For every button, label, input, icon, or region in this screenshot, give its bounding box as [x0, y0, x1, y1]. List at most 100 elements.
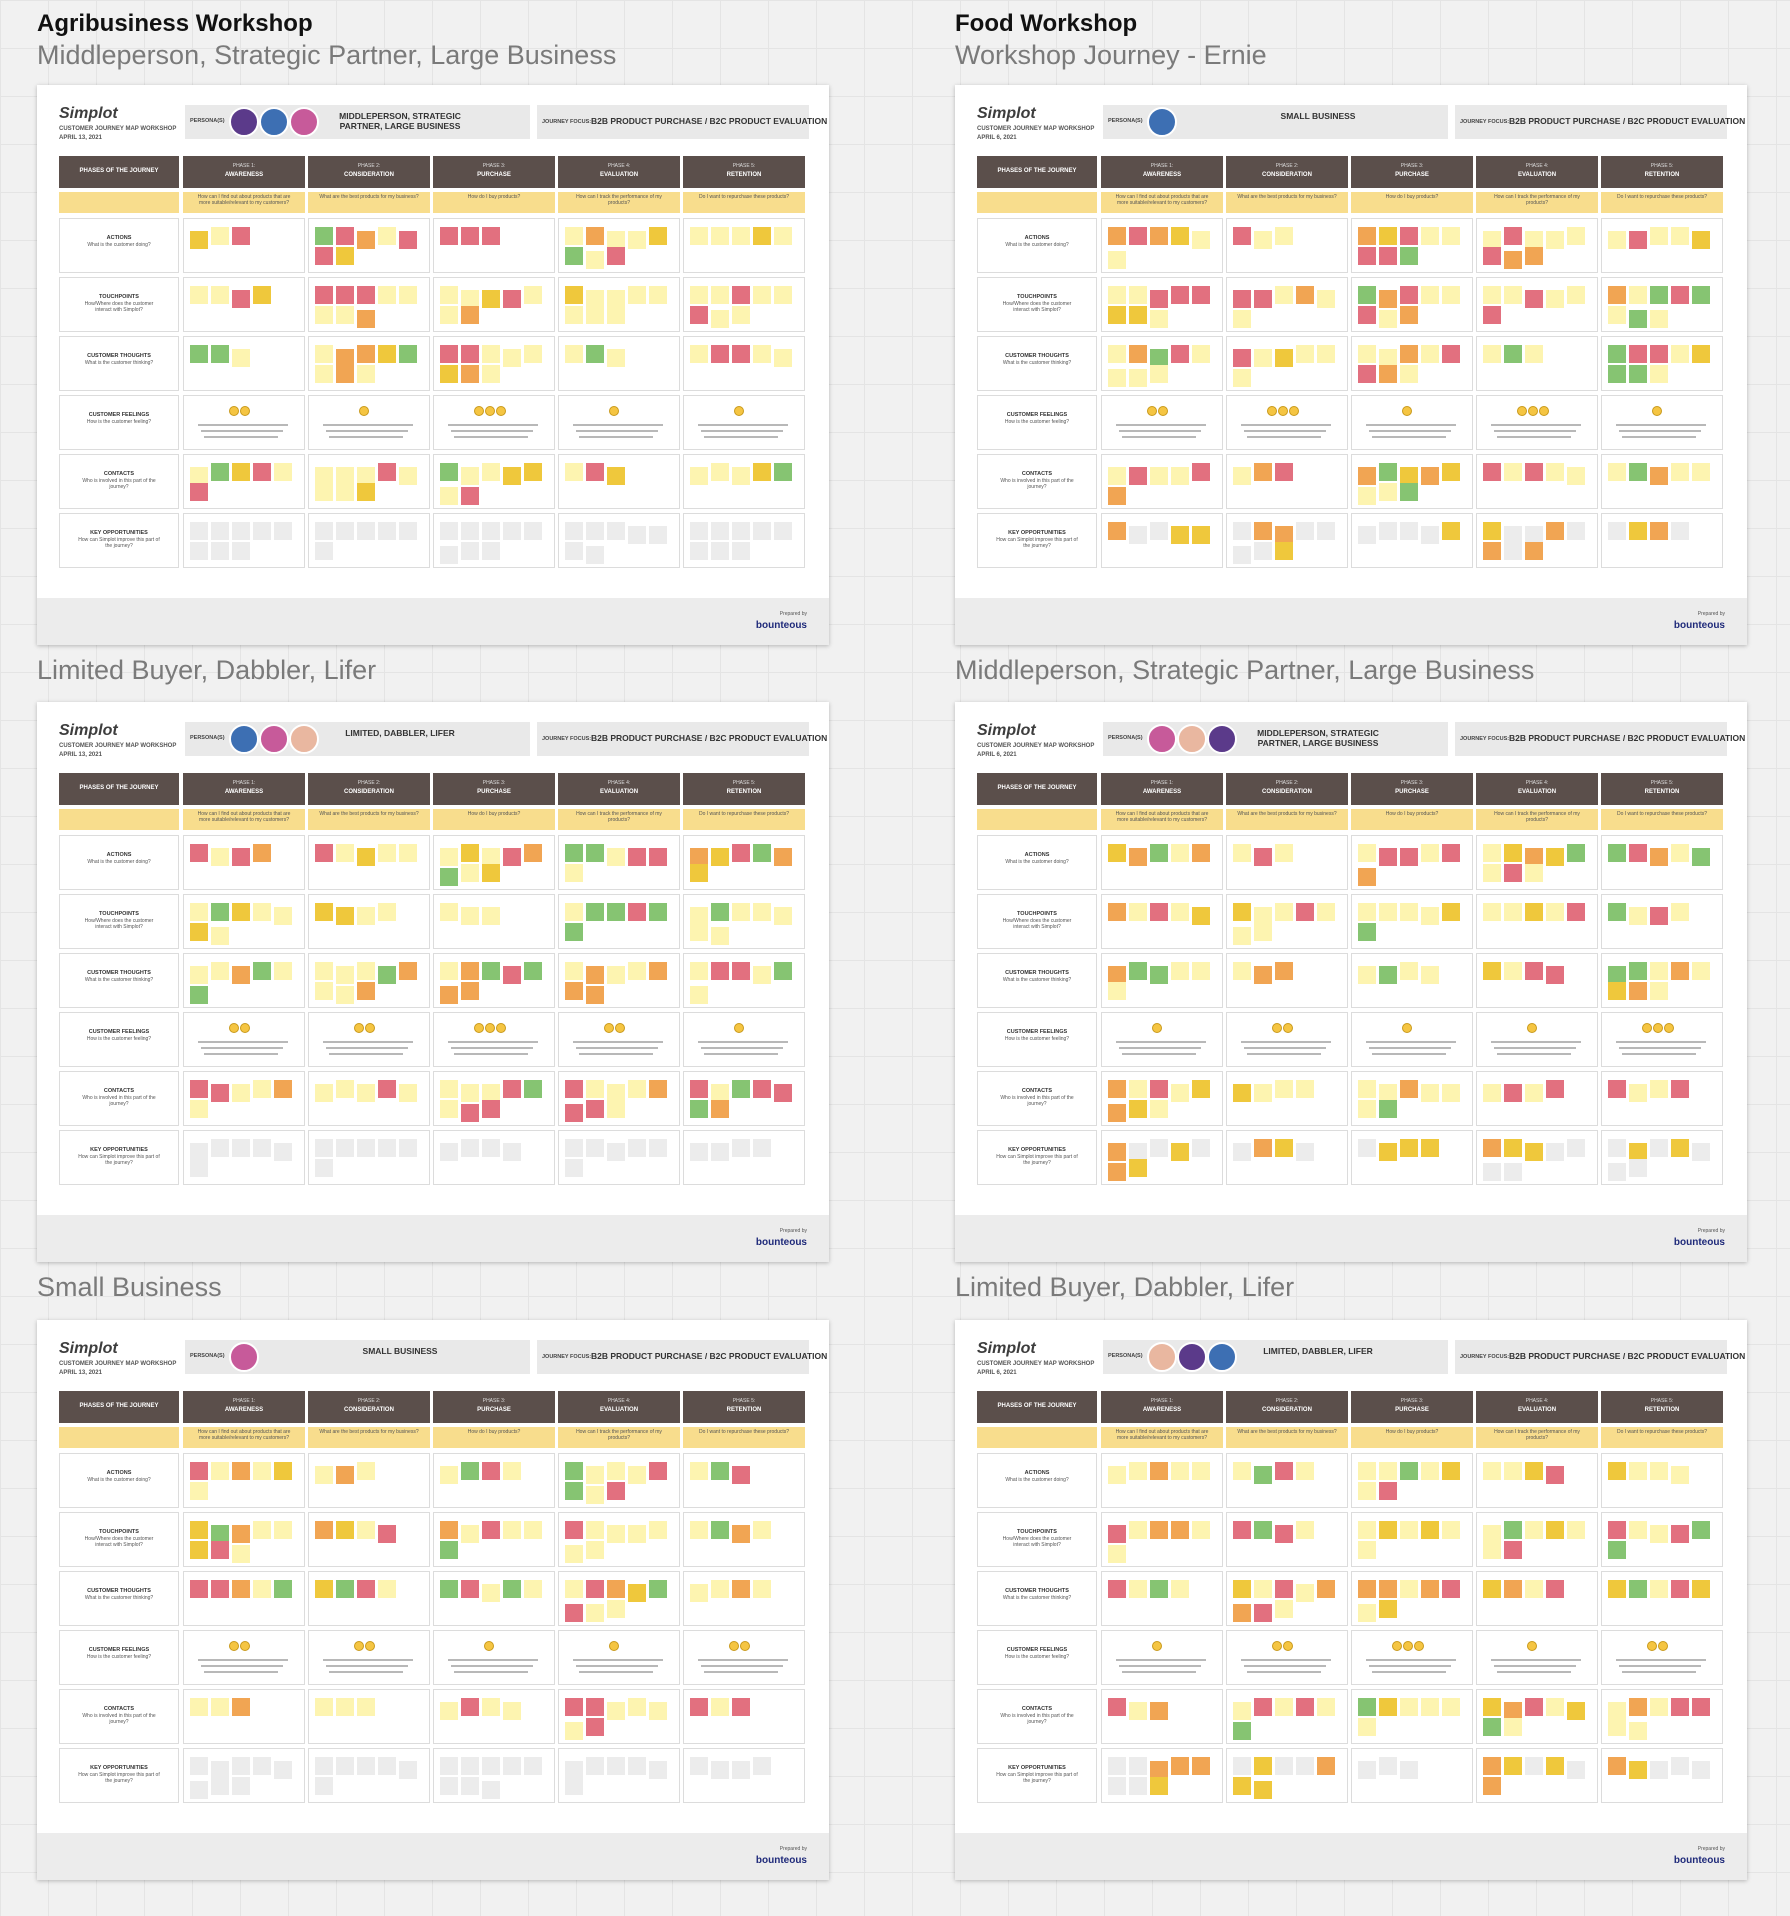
sticky-note [753, 522, 771, 540]
row-title: KEY OPPORTUNITIES [1008, 1765, 1066, 1771]
sticky-note [1692, 463, 1710, 481]
sticky-note [1421, 966, 1439, 984]
sticky-note [1504, 1462, 1522, 1480]
sticky-note [1358, 1718, 1376, 1736]
grid-cell [683, 1130, 805, 1185]
grid-cell [1226, 835, 1348, 890]
grid-cell [1476, 1453, 1598, 1508]
sticky-note [1379, 247, 1397, 265]
sticky-note [1317, 345, 1335, 363]
sticky-note [1400, 286, 1418, 304]
sticky-note [482, 1100, 500, 1118]
sticky-note [1233, 369, 1251, 387]
sticky-note [732, 962, 750, 980]
sticky-note [1692, 1698, 1710, 1716]
sticky-note [1671, 345, 1689, 363]
grid-cell: ACTIONS What is the customer doing? [59, 218, 179, 273]
sticky-note [461, 487, 479, 505]
phase-question-text: How can I track the performance of my pr… [576, 194, 662, 206]
row-question: How can Simplot improve this part of the… [78, 1772, 160, 1784]
sticky-note [1171, 345, 1189, 363]
feeling-note [1122, 1671, 1196, 1673]
sticky-note [440, 1777, 458, 1795]
sticky-note [357, 522, 375, 540]
sticky-note [1108, 487, 1126, 505]
sticky-note [1233, 1084, 1251, 1102]
emoji [1527, 1641, 1537, 1651]
sticky-note [1129, 1462, 1147, 1480]
emoji [1653, 1023, 1663, 1033]
grid-cell: KEY OPPORTUNITIES How can Simplot improve… [59, 513, 179, 568]
sticky-note [1608, 1541, 1626, 1559]
phase-question: How do I buy products? [1351, 809, 1473, 830]
sticky-note [586, 1080, 604, 1098]
sticky-note [1129, 1080, 1147, 1098]
sticky-note [1233, 467, 1251, 485]
sticky-note [1400, 306, 1418, 324]
board-subtitle: Small Business [37, 1272, 222, 1302]
sticky-note [232, 1777, 250, 1795]
sticky-note [1296, 1698, 1314, 1716]
row-title: ACTIONS [106, 852, 132, 858]
phase-question: How can I track the performance of my pr… [1476, 1427, 1598, 1448]
phase-name: EVALUATION [1517, 172, 1557, 178]
sticky-note [1650, 1525, 1668, 1543]
grid-cell: CUSTOMER THOUGHTS What is the customer th… [977, 336, 1097, 391]
row-question: How/Where does the customer interact wit… [1002, 918, 1072, 930]
sticky-note [1150, 365, 1168, 383]
row-title: CUSTOMER THOUGHTS [1005, 970, 1069, 976]
sticky-note [1567, 1139, 1585, 1157]
phase-question [977, 1427, 1097, 1448]
sticky-note [1379, 227, 1397, 245]
sticky-note [440, 227, 458, 245]
board-date: APRIL 6, 2021 [977, 135, 1017, 141]
sticky-note [586, 966, 604, 984]
sticky-note [607, 966, 625, 984]
sticky-note [711, 1084, 729, 1102]
phase-question-text: How do I buy products? [1385, 194, 1439, 200]
sticky-note [1379, 848, 1397, 866]
grid-cell [308, 395, 430, 450]
row-question: How is the customer feeling? [86, 419, 152, 425]
feeling-note [701, 1047, 783, 1049]
sticky-note [1421, 1698, 1439, 1716]
sticky-note [1379, 1698, 1397, 1716]
sticky-note [1379, 1482, 1397, 1500]
sticky-note [378, 1525, 396, 1543]
sticky-note [732, 1698, 750, 1716]
workshop-label: CUSTOMER JOURNEY MAP WORKSHOP [59, 1361, 177, 1367]
sticky-note [1108, 1104, 1126, 1122]
grid-cell [1476, 336, 1598, 391]
sticky-note [565, 286, 583, 304]
sticky-note [1671, 463, 1689, 481]
sticky-note [1421, 907, 1439, 925]
phase-number: PHASE 3: [482, 163, 506, 169]
grid-cell: CUSTOMER THOUGHTS What is the customer th… [977, 1571, 1097, 1626]
sticky-note [232, 290, 250, 308]
sticky-note [1483, 306, 1501, 324]
feeling-note [704, 1671, 778, 1673]
feeling-note [1122, 436, 1196, 438]
feeling-note [1366, 424, 1456, 426]
feeling-note [1616, 1041, 1706, 1043]
sticky-note [753, 1080, 771, 1098]
sticky-note [274, 907, 292, 925]
sticky-note [357, 310, 375, 328]
sticky-note [440, 1080, 458, 1098]
row-title: TOUCHPOINTS [1017, 1529, 1057, 1535]
sticky-note [1379, 1521, 1397, 1539]
row-title: CONTACTS [1021, 1088, 1053, 1094]
feeling-note [1369, 430, 1451, 432]
sticky-note [190, 345, 208, 363]
logo: Simplot [59, 722, 118, 739]
feeling-note [1622, 1053, 1696, 1055]
sticky-note [336, 365, 354, 383]
feeling-note [1244, 1665, 1326, 1667]
row-title: KEY OPPORTUNITIES [90, 1147, 148, 1153]
sticky-note [315, 1139, 333, 1157]
feeling-note [573, 1041, 663, 1043]
sticky-note [1608, 1702, 1626, 1720]
feeling-note [451, 430, 533, 432]
phase-header: PHASE 1: AWARENESS [1101, 156, 1223, 188]
sticky-note [1629, 286, 1647, 304]
